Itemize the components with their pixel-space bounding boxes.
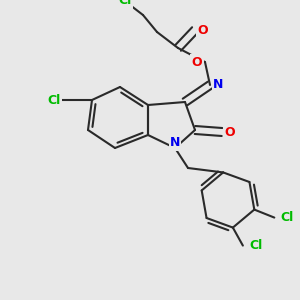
Text: N: N bbox=[213, 79, 223, 92]
Text: N: N bbox=[170, 136, 180, 149]
Text: Cl: Cl bbox=[281, 211, 294, 224]
Text: O: O bbox=[198, 23, 208, 37]
Text: Cl: Cl bbox=[118, 0, 132, 8]
Text: O: O bbox=[192, 56, 202, 68]
Text: Cl: Cl bbox=[47, 94, 61, 106]
Text: O: O bbox=[225, 125, 235, 139]
Text: Cl: Cl bbox=[249, 239, 262, 252]
